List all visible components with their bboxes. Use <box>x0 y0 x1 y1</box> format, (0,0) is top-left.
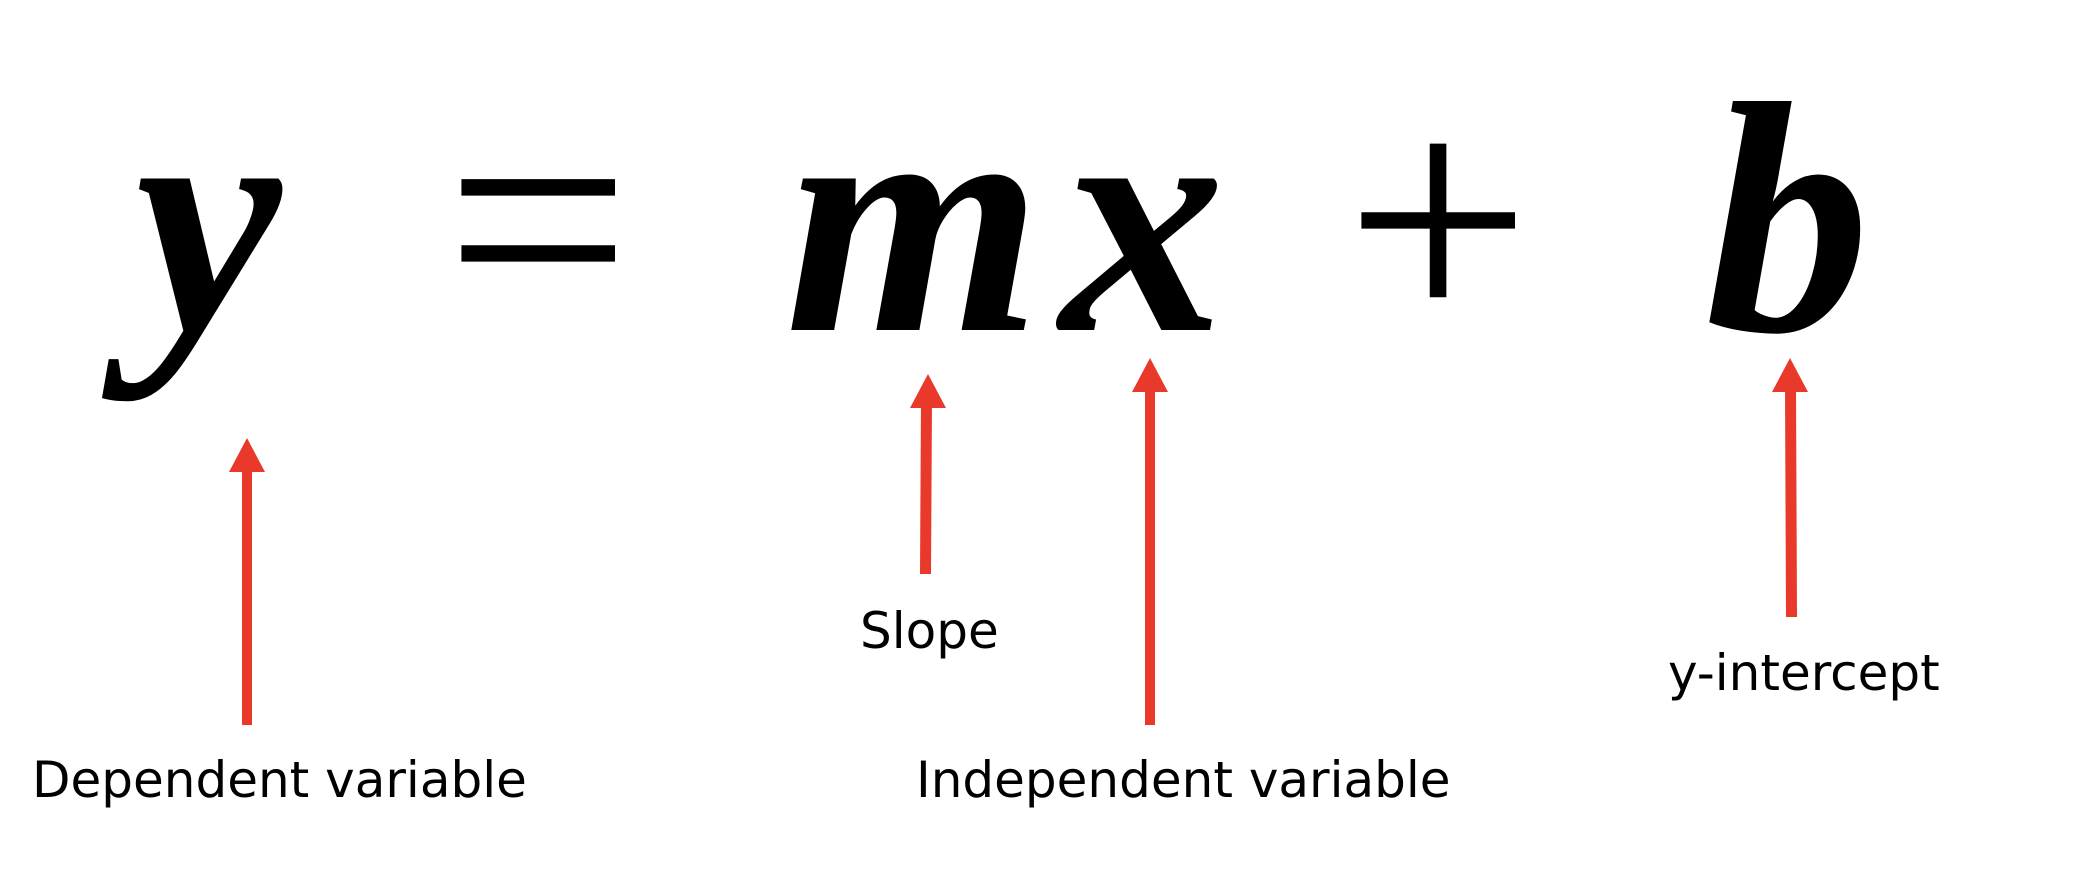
arrow-independent-head <box>1132 358 1168 392</box>
equation-b: b <box>1705 37 1870 402</box>
arrow-dependent <box>229 438 265 725</box>
label-y-intercept: y-intercept <box>1668 644 1940 702</box>
equation-y: y <box>99 37 285 402</box>
arrow-dependent-shaft <box>242 465 252 725</box>
label-slope: Slope <box>860 602 999 660</box>
arrow-independent <box>1132 358 1168 725</box>
arrow-slope-shaft <box>920 400 932 574</box>
arrow-intercept-shaft <box>1785 385 1797 617</box>
label-independent-variable: Independent variable <box>916 751 1451 809</box>
label-dependent-variable: Dependent variable <box>32 751 527 809</box>
equation-plus: + <box>1345 37 1531 402</box>
arrow-dependent-head <box>229 438 265 472</box>
arrow-slope <box>910 374 946 574</box>
equation-m: m <box>785 37 1042 402</box>
arrow-intercept <box>1772 358 1808 617</box>
equation-x: x <box>1055 37 1225 402</box>
arrow-slope-head <box>910 374 946 408</box>
arrow-independent-shaft <box>1145 385 1155 725</box>
arrow-intercept-head <box>1772 358 1808 392</box>
equation-equals: = <box>445 37 631 402</box>
